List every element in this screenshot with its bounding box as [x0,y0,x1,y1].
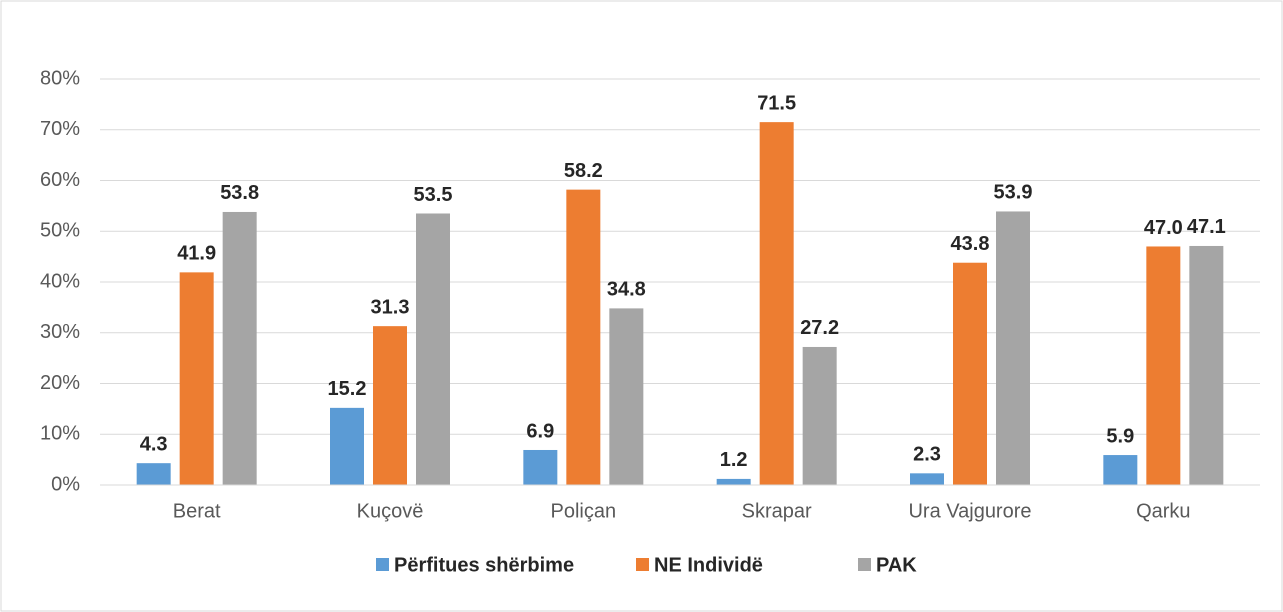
y-tick-label: 70% [40,118,80,140]
x-tick-label: Qarku [1136,500,1190,522]
data-label: 58.2 [564,160,603,182]
bar [996,211,1030,485]
y-tick-label: 40% [40,270,80,292]
data-label: 5.9 [1106,425,1134,447]
bar [330,407,364,485]
y-tick-label: 0% [51,473,80,495]
data-label: 4.3 [140,433,168,455]
bar [609,308,644,485]
data-label: 2.3 [913,444,941,466]
data-label: 1.2 [720,449,748,471]
data-label: 15.2 [328,378,367,400]
data-label: 71.5 [757,92,796,114]
x-tick-label: Kuçovë [357,500,424,522]
bar [953,262,987,485]
bar [416,213,450,486]
data-label: 53.8 [220,182,259,204]
y-tick-label: 20% [40,372,80,394]
x-tick-label: Poliçan [551,500,617,522]
data-label: 31.3 [371,296,410,318]
y-tick-label: 10% [40,423,80,445]
data-label: 43.8 [951,233,990,255]
bar [523,449,558,485]
data-label: 6.9 [526,420,554,442]
x-tick-label: Skrapar [742,500,812,522]
data-label: 53.5 [414,184,453,206]
bar [802,346,837,485]
data-label: 27.2 [800,317,839,339]
legend-label: Përfitues shërbime [394,554,574,576]
legend-label: NE Individë [654,554,763,576]
data-label: 34.8 [607,279,646,301]
data-label: 47.0 [1144,217,1183,239]
y-tick-label: 30% [40,321,80,343]
bar [1189,245,1224,485]
bar [566,189,601,485]
y-tick-label: 50% [40,220,80,242]
bar [1146,246,1181,485]
y-tick-label: 80% [40,67,80,89]
bar [716,478,751,485]
bar [222,211,257,485]
legend-label: PAK [876,554,917,576]
legend-swatch [858,558,871,571]
x-tick-label: Berat [173,500,221,522]
bar [373,326,407,485]
data-label: 41.9 [177,243,216,265]
bar [1103,455,1138,485]
x-tick-label: Ura Vajgurore [908,500,1031,522]
data-label: 53.9 [994,182,1033,204]
bar [179,272,214,485]
legend-swatch [376,558,389,571]
bar [136,463,171,485]
legend-swatch [636,558,649,571]
y-tick-label: 60% [40,169,80,191]
data-label: 47.1 [1187,216,1226,238]
bar [910,473,944,485]
bar [759,122,794,485]
